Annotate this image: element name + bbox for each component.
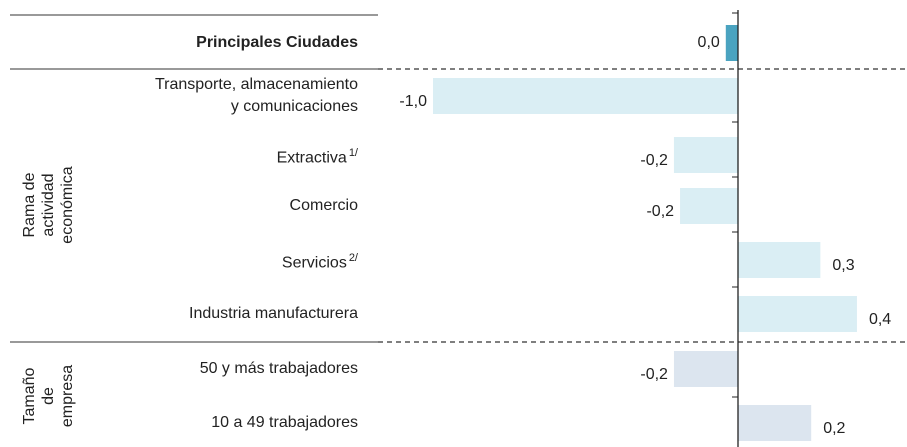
- bar: [738, 242, 821, 278]
- category-label: Extractiva 1/: [148, 142, 358, 169]
- category-text: Industria manufacturera: [189, 305, 358, 322]
- value-label: -1,0: [399, 93, 427, 110]
- group-label: Rama de: [21, 172, 38, 237]
- category-label: Transporte, almacenamiento y comunicacio…: [148, 74, 358, 118]
- bar: [673, 137, 738, 173]
- bar: [738, 296, 857, 332]
- category-label: 50 y más trabajadores: [148, 358, 358, 380]
- category-text: Servicios: [281, 253, 347, 271]
- group-label: económica: [59, 166, 76, 243]
- category-text: Comercio: [289, 197, 358, 214]
- group-label: Tamaño: [21, 367, 38, 424]
- value-label: -0,2: [640, 366, 668, 383]
- category-text: Transporte, almacenamiento y comunicacio…: [154, 76, 358, 115]
- bar: [433, 78, 738, 114]
- category-label: 10 a 49 trabajadores: [148, 412, 358, 434]
- category-text: 10 a 49 trabajadores: [211, 414, 358, 431]
- group-label: actividad: [40, 173, 57, 236]
- category-label: Servicios 2/: [148, 247, 358, 274]
- category-note: 2/: [348, 251, 358, 264]
- bar: [738, 405, 812, 441]
- value-label: -0,2: [640, 152, 668, 169]
- value-label: 0,0: [698, 34, 720, 51]
- group-label: empresa: [59, 365, 76, 427]
- value-label: -0,2: [646, 203, 674, 220]
- bar: [680, 188, 738, 224]
- bar: [725, 25, 738, 61]
- group-label: de: [40, 387, 57, 405]
- value-label: 0,4: [869, 311, 891, 328]
- category-text: 50 y más trabajadores: [199, 360, 358, 377]
- category-text: Principales Ciudades: [196, 34, 358, 51]
- category-note: 1/: [348, 146, 358, 159]
- category-label: Principales Ciudades: [148, 32, 358, 54]
- value-label: 0,2: [823, 420, 845, 437]
- category-label: Comercio: [148, 195, 358, 217]
- value-label: 0,3: [832, 257, 854, 274]
- bar: [673, 351, 738, 387]
- category-label: Industria manufacturera: [148, 303, 358, 325]
- category-text: Extractiva: [276, 148, 347, 166]
